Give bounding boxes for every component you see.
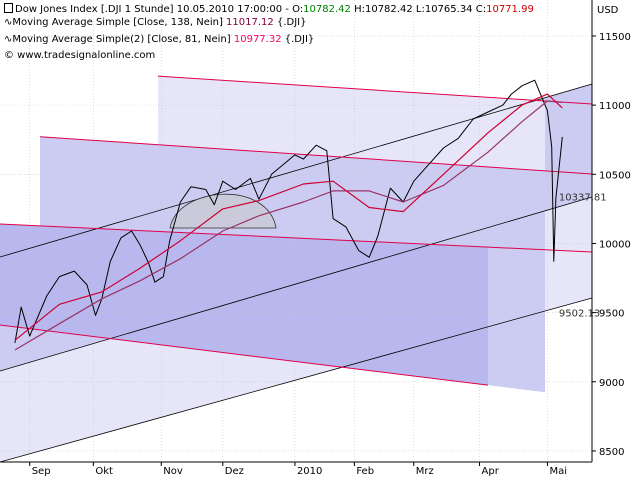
wave-icon: ∿ <box>4 17 13 28</box>
timestamp: 10.05.2010 17:00:00 - <box>176 4 289 15</box>
y-axis-ticks: 8500 9000 9500 10000 10500 11000 11500 <box>592 32 631 458</box>
channel-line-red <box>0 324 489 386</box>
ma81-value: 10977.32 <box>233 34 282 45</box>
x-tick-label: Sep <box>32 466 51 477</box>
y-tick-label: 10000 <box>599 239 631 250</box>
regression-band-3 <box>0 224 488 386</box>
annotations: 10337.81 9502.13 <box>559 193 607 320</box>
x-tick-label: Dez <box>225 466 244 477</box>
ma81-label: Moving Average Simple(2) [Close, 81, Nei… <box>12 34 231 45</box>
channel-lines <box>0 75 593 463</box>
x-tick-label: 2010 <box>297 466 322 477</box>
header-line-copyright: © www.tradesignalonline.com <box>4 50 156 61</box>
y-tick-label: 11500 <box>599 32 631 43</box>
y-tick-label: 10500 <box>599 170 631 181</box>
ma138-line <box>14 100 563 351</box>
high-value: 10782.42 <box>364 4 413 15</box>
channel-line-red <box>157 75 593 105</box>
x-tick-label: Okt <box>95 466 113 477</box>
low-value: 10765.34 <box>424 4 473 15</box>
close-value: 10771.99 <box>486 4 534 15</box>
x-axis-ticks: Sep Okt Nov Dez 2010 Feb Mrz Apr Mai <box>29 462 567 477</box>
wave-icon: ∿ <box>4 34 13 45</box>
y-tick-label: 9000 <box>599 378 624 389</box>
x-tick-label: Feb <box>356 466 374 477</box>
y-tick-label: 8500 <box>599 447 624 458</box>
open-value: 10782.42 <box>303 4 351 15</box>
y-tick-label: 11000 <box>599 101 631 112</box>
price-line <box>14 79 563 344</box>
x-tick-label: Mai <box>549 466 567 477</box>
y-tick-label: 9500 <box>599 309 624 320</box>
channel-line-black <box>0 297 593 463</box>
annotation-label: 9502.13 <box>559 308 600 319</box>
price-box-icon <box>4 3 13 13</box>
ma138-value: 11017.12 <box>226 17 274 28</box>
x-tick-label: Apr <box>482 466 500 477</box>
channel-bands <box>0 76 592 462</box>
header-line-ma138: ∿Moving Average Simple [Close, 138, Nein… <box>4 17 307 28</box>
channel-line-black <box>0 196 593 372</box>
header-line-ma81: ∿Moving Average Simple(2) [Close, 81, Ne… <box>4 34 315 45</box>
annotation-label: 10337.81 <box>559 193 607 204</box>
ma138-label: Moving Average Simple [Close, 138, Nein] <box>12 17 223 28</box>
channel-line-red <box>39 136 593 175</box>
instrument-name: Dow Jones Index [.DJI 1 Stunde] <box>15 4 174 15</box>
price-series-group <box>14 79 563 351</box>
x-tick-label: Nov <box>163 466 183 477</box>
y-axis-unit: USD <box>597 5 619 16</box>
channel-line-red <box>0 223 593 253</box>
ma81-line <box>14 93 563 341</box>
header-line-price: Dow Jones Index [.DJI 1 Stunde] 10.05.20… <box>4 3 534 16</box>
x-tick-label: Mrz <box>416 466 434 477</box>
